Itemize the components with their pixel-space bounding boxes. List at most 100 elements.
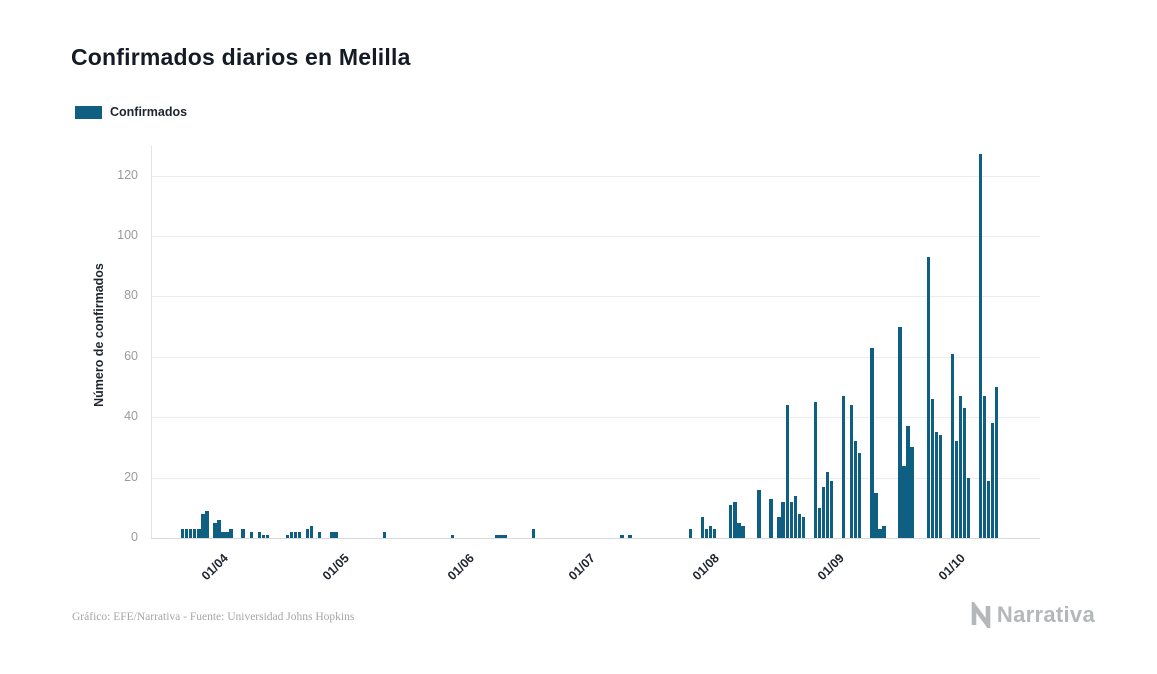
bar-day-194[interactable] xyxy=(962,408,967,538)
bar-day-50[interactable] xyxy=(382,531,386,538)
bar-day-111[interactable] xyxy=(628,534,632,538)
x-axis-line xyxy=(151,538,1040,539)
bar-day-172[interactable] xyxy=(874,492,878,538)
x-tick-label-01-04: 01/04 xyxy=(198,551,231,584)
bar-day-20[interactable] xyxy=(261,534,265,538)
bar-day-32[interactable] xyxy=(309,525,314,538)
y-tick-label-120: 120 xyxy=(117,167,138,182)
bar-day-34[interactable] xyxy=(318,531,322,538)
bar-day-15[interactable] xyxy=(241,528,245,538)
gridline-y80 xyxy=(151,296,1040,298)
x-tick-label-01-05: 01/05 xyxy=(319,551,352,584)
gridline-y100 xyxy=(151,236,1040,237)
y-axis-line xyxy=(151,146,152,538)
bar-day-185[interactable] xyxy=(926,257,930,538)
bar-day-173[interactable] xyxy=(878,528,882,538)
bar-day-181[interactable] xyxy=(910,447,914,538)
bar-day-187[interactable] xyxy=(934,432,938,538)
bar-day-87[interactable] xyxy=(531,528,535,538)
bar-day-67[interactable] xyxy=(451,534,455,538)
bar-day-159[interactable] xyxy=(821,486,826,538)
bar-day-109[interactable] xyxy=(620,534,624,538)
bar-day-168[interactable] xyxy=(858,453,862,538)
bar-day-171[interactable] xyxy=(870,347,874,538)
bar-day-0[interactable] xyxy=(181,528,185,538)
bar-day-178[interactable] xyxy=(898,326,902,538)
bar-day-153[interactable] xyxy=(797,513,801,538)
bar-day-21[interactable] xyxy=(265,534,270,538)
bar-day-158[interactable] xyxy=(817,507,822,538)
bar-day-150[interactable] xyxy=(785,405,789,538)
bar-day-193[interactable] xyxy=(958,396,963,538)
bar-day-26[interactable] xyxy=(285,534,290,538)
bar-day-19[interactable] xyxy=(257,531,261,538)
bar-day-200[interactable] xyxy=(987,480,991,538)
bar-day-11[interactable] xyxy=(225,531,229,538)
bar-day-6[interactable] xyxy=(205,510,209,538)
bar-day-166[interactable] xyxy=(849,405,854,538)
bar-day-131[interactable] xyxy=(708,525,713,538)
bar-day-157[interactable] xyxy=(813,402,818,538)
bar-day-126[interactable] xyxy=(688,528,693,538)
narrativa-logo: Narrativa xyxy=(969,602,1095,628)
bar-day-198[interactable] xyxy=(978,154,983,538)
bar-day-179[interactable] xyxy=(902,465,906,538)
bar-day-149[interactable] xyxy=(781,501,785,538)
bar-day-136[interactable] xyxy=(729,504,733,538)
legend-label: Confirmados xyxy=(110,105,188,119)
bar-day-137[interactable] xyxy=(733,501,737,538)
bar-day-9[interactable] xyxy=(217,519,221,538)
bar-day-80[interactable] xyxy=(503,534,507,538)
bar-day-130[interactable] xyxy=(704,528,709,538)
bar-day-37[interactable] xyxy=(330,531,334,538)
bar-day-188[interactable] xyxy=(938,435,943,538)
bar-day-10[interactable] xyxy=(221,531,225,538)
bar-day-5[interactable] xyxy=(201,513,205,538)
bar-day-2[interactable] xyxy=(189,528,193,538)
bar-day-195[interactable] xyxy=(966,477,971,538)
bar-day-79[interactable] xyxy=(499,534,503,538)
y-tick-label-40: 40 xyxy=(124,409,138,424)
bar-day-129[interactable] xyxy=(700,516,705,538)
bar-day-4[interactable] xyxy=(197,528,201,538)
bar-day-78[interactable] xyxy=(495,534,499,538)
narrativa-logo-text: Narrativa xyxy=(996,602,1095,627)
bar-day-151[interactable] xyxy=(789,501,793,538)
bar-day-202[interactable] xyxy=(995,387,999,538)
bar-day-3[interactable] xyxy=(193,528,197,538)
y-axis-title: Número de confirmados xyxy=(92,263,106,407)
bar-day-28[interactable] xyxy=(293,531,298,538)
bar-day-160[interactable] xyxy=(825,471,830,538)
bar-day-174[interactable] xyxy=(882,525,886,538)
bar-day-154[interactable] xyxy=(801,516,805,538)
bar-day-8[interactable] xyxy=(213,522,217,538)
bar-day-17[interactable] xyxy=(249,531,253,538)
bar-day-148[interactable] xyxy=(777,516,781,538)
bar-day-143[interactable] xyxy=(757,489,761,538)
bar-day-38[interactable] xyxy=(334,531,338,538)
bar-day-139[interactable] xyxy=(741,525,745,538)
bar-day-27[interactable] xyxy=(289,531,294,538)
y-tick-label-80: 80 xyxy=(124,288,138,303)
bar-day-152[interactable] xyxy=(793,495,797,538)
bar-day-161[interactable] xyxy=(829,480,834,538)
legend: Confirmados xyxy=(75,105,187,119)
bar-day-146[interactable] xyxy=(769,498,773,538)
bar-day-167[interactable] xyxy=(854,441,858,538)
bar-day-1[interactable] xyxy=(185,528,189,538)
bar-day-192[interactable] xyxy=(954,441,959,538)
bar-day-31[interactable] xyxy=(305,528,310,538)
bar-day-132[interactable] xyxy=(712,528,717,538)
bar-day-164[interactable] xyxy=(841,396,846,538)
bar-day-199[interactable] xyxy=(982,396,987,538)
bar-day-186[interactable] xyxy=(930,399,934,538)
bar-day-191[interactable] xyxy=(950,353,955,538)
chart-title: Confirmados diarios en Melilla xyxy=(71,44,411,70)
bar-day-180[interactable] xyxy=(906,426,910,538)
bar-day-138[interactable] xyxy=(737,522,741,538)
gridline-y40 xyxy=(151,417,1040,419)
bar-day-12[interactable] xyxy=(229,528,233,538)
bar-day-201[interactable] xyxy=(991,423,995,538)
bar-day-29[interactable] xyxy=(297,531,302,538)
